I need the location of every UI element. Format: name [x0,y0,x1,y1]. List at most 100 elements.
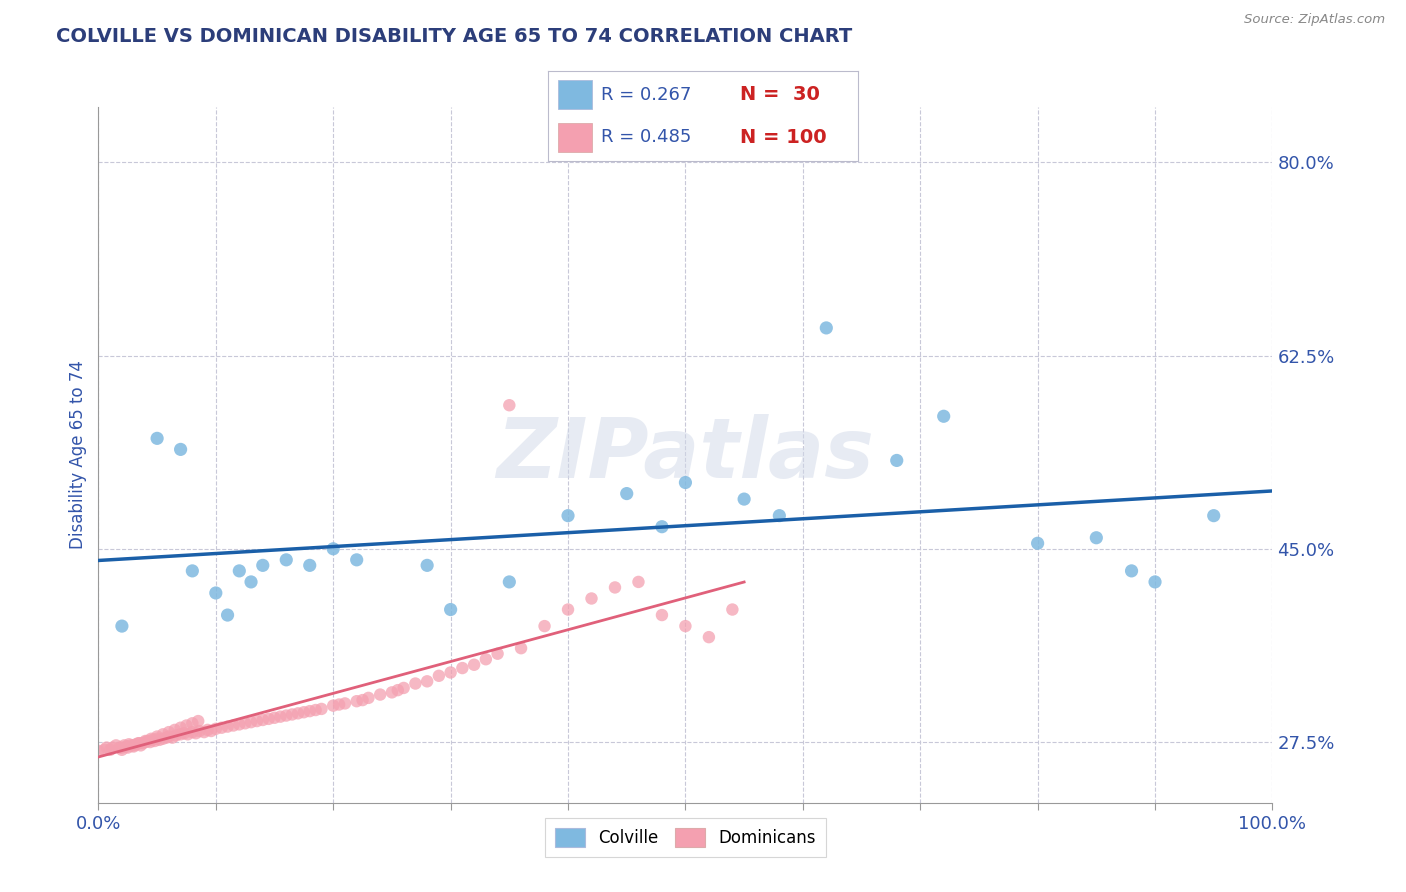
Point [128,736,150,750]
Point [197,723,219,737]
Point [627,574,650,589]
Point [298,558,321,573]
Point [101,740,124,755]
Point [721,602,744,616]
Point [451,661,474,675]
Point [1085,531,1108,545]
Point [276,708,298,723]
Point [352,693,374,707]
Point [333,697,356,711]
Point [416,558,439,573]
Text: R = 0.267: R = 0.267 [600,86,692,103]
Point [217,720,239,734]
Point [427,669,450,683]
Point [581,591,603,606]
Point [139,735,162,749]
Point [173,726,195,740]
Point [157,725,180,739]
Point [304,703,326,717]
Point [211,721,233,735]
Point [322,698,344,713]
Text: N =  30: N = 30 [740,85,820,104]
Point [815,321,838,335]
Point [181,716,204,731]
Point [184,726,207,740]
Point [1202,508,1225,523]
Point [263,711,285,725]
Point [169,442,191,457]
Point [510,641,533,656]
Point [148,732,170,747]
Point [125,737,148,751]
Point [120,739,142,753]
Bar [558,123,592,152]
Point [404,676,426,690]
Point [222,718,245,732]
Point [368,688,391,702]
Point [111,619,134,633]
Point [475,652,498,666]
Point [181,725,204,739]
Point [200,724,222,739]
Point [257,712,280,726]
Point [228,564,250,578]
Point [146,730,169,744]
Point [217,608,239,623]
Point [146,431,169,445]
Point [557,602,579,616]
Point [176,727,198,741]
Point [115,739,138,754]
Point [357,690,380,705]
Point [176,718,198,732]
Point [269,709,291,723]
Point [233,716,256,731]
Point [486,647,509,661]
Point [281,707,304,722]
Point [129,739,152,753]
Point [111,740,134,755]
Point [651,608,673,623]
Point [96,740,118,755]
Point [155,731,177,745]
Point [252,713,274,727]
Point [246,714,269,728]
Point [93,743,115,757]
Point [675,475,697,490]
Point [205,586,228,600]
Point [1121,564,1143,578]
Point [157,730,180,744]
Point [439,602,461,616]
Point [416,674,439,689]
Point [498,574,520,589]
Point [141,731,163,746]
Point [392,681,415,695]
Point [651,519,673,533]
Point [311,702,333,716]
Point [188,724,211,739]
Point [733,492,755,507]
Point [165,728,187,742]
Point [98,743,121,757]
Point [439,665,461,680]
Point [117,740,139,755]
Point [187,714,209,728]
Point [533,619,555,633]
Point [163,723,186,737]
Point [169,721,191,735]
Point [346,694,368,708]
Point [557,508,579,523]
Point [118,737,141,751]
Point [146,731,169,746]
Point [240,574,263,589]
Point [498,398,520,412]
Point [387,683,409,698]
Point [122,739,145,754]
Text: ZIPatlas: ZIPatlas [496,415,875,495]
Point [346,553,368,567]
Point [322,541,344,556]
Point [381,685,404,699]
Point [328,698,350,712]
Point [675,619,697,633]
Point [932,409,955,424]
Point [228,717,250,731]
